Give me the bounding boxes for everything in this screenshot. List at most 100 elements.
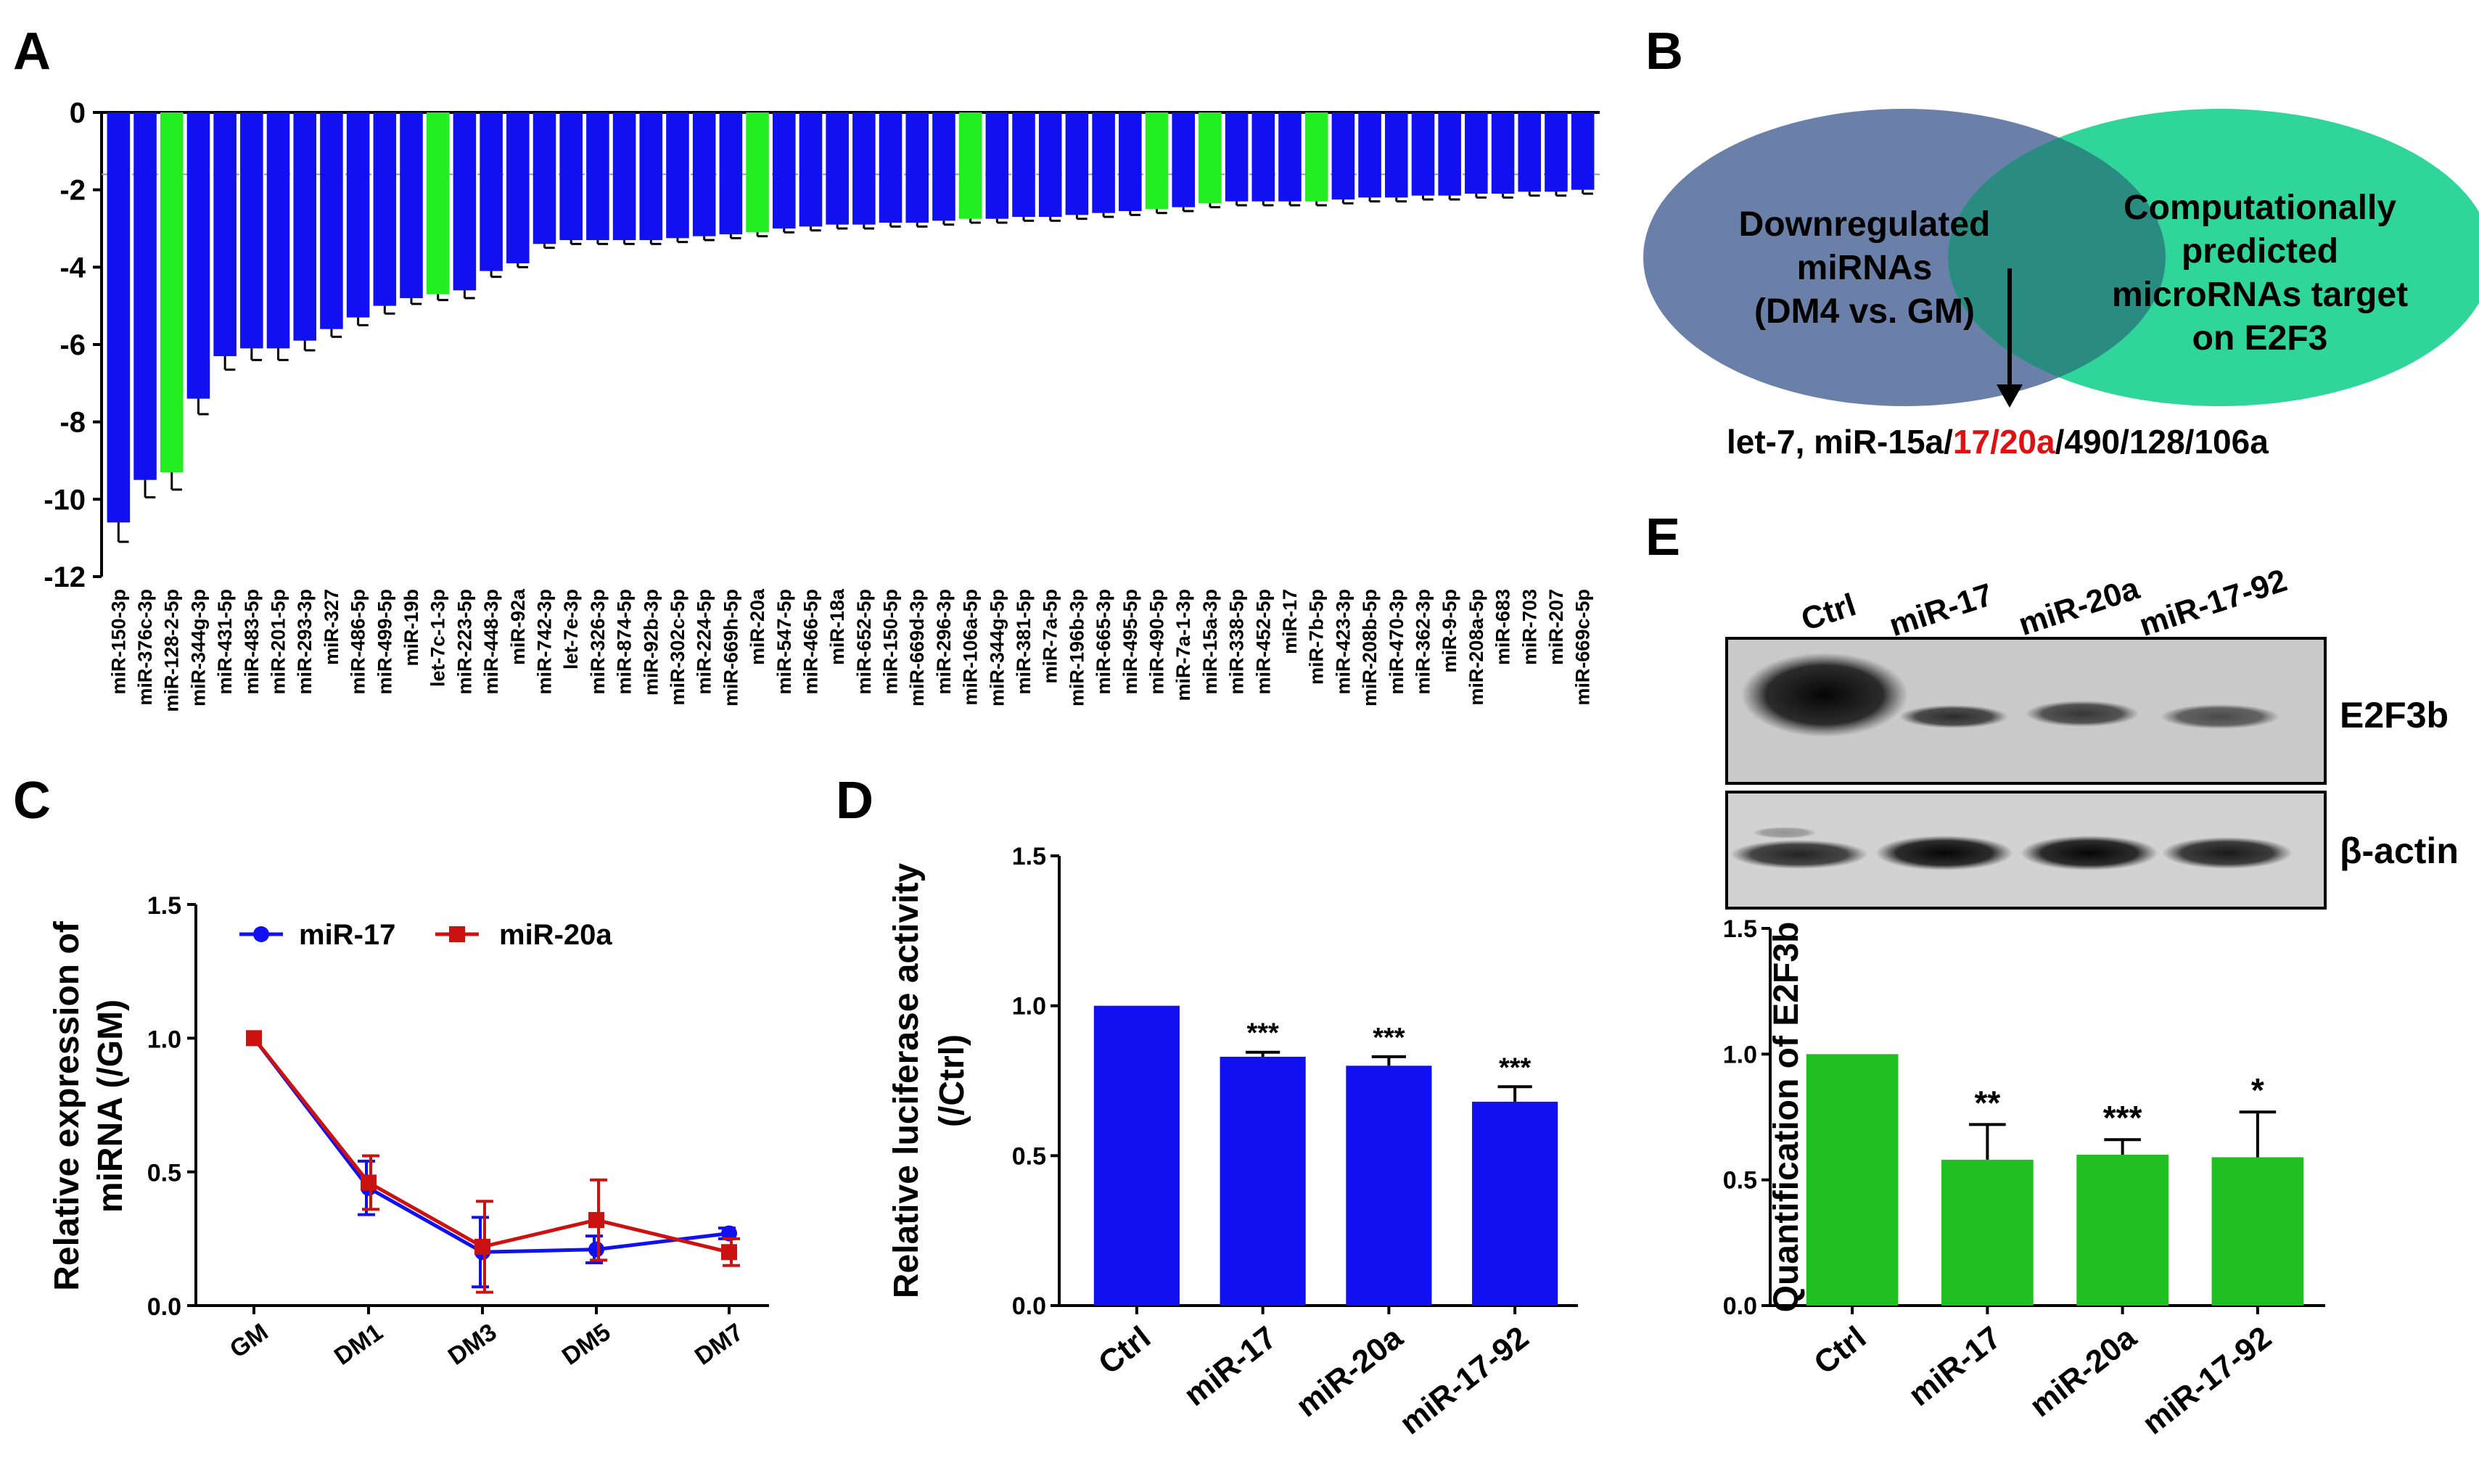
e-significance: **	[1974, 1084, 2000, 1121]
a-bar	[426, 112, 450, 294]
a-bar	[1172, 112, 1195, 207]
a-category-label: miR-547-5p	[773, 589, 795, 695]
a-category-label: miR-362-3p	[1412, 589, 1434, 695]
a-bar	[213, 112, 237, 356]
d-x-tick-label: miR-20a	[1289, 1319, 1409, 1424]
a-category-label: miR-19b	[400, 589, 422, 667]
a-category-label: let-7c-1-3p	[427, 589, 449, 687]
a-category-label: miR-703	[1518, 589, 1540, 665]
blot-e2f3b-band-ctrl	[1741, 653, 1908, 737]
a-bar	[1012, 112, 1035, 217]
c-series-line	[252, 1036, 730, 1254]
c-x-tick-label: GM	[225, 1318, 274, 1364]
a-y-tick-label: -10	[44, 484, 86, 516]
a-bar	[320, 112, 343, 329]
a-bar	[240, 112, 263, 349]
a-category-label: miR-338-5p	[1226, 589, 1248, 695]
venn-left-line-2: miRNAs	[1797, 249, 1933, 287]
a-bar	[958, 112, 982, 219]
a-category-label: miR-381-5p	[1013, 589, 1035, 695]
c-point-mir20a	[474, 1238, 490, 1255]
a-category-label: miR-742-3p	[533, 589, 555, 695]
e-y-label-line-1: Quantification of E2F3b	[1767, 922, 1806, 1313]
venn-right-line-2: predicted	[2182, 232, 2338, 271]
c-y-tick-label: 1.5	[147, 892, 181, 920]
a-bar	[1518, 112, 1542, 192]
a-bar	[879, 112, 903, 223]
venn-result-highlight: 17/20a	[1953, 423, 2055, 461]
d-bar	[1093, 1005, 1180, 1306]
c-y-label-line-1: Relative expression of	[48, 920, 86, 1291]
a-category-label: miR-431-5p	[214, 589, 236, 695]
venn-left-line-3: (DM4 vs. GM)	[1754, 292, 1975, 331]
a-category-label: miR-106a-5p	[960, 589, 982, 706]
panel-label-c: C	[13, 772, 51, 830]
d-x-tick-label: miR-17-92	[1393, 1319, 1535, 1441]
a-bar	[1225, 112, 1249, 202]
e-y-tick-label: 0.0	[1723, 1293, 1757, 1320]
d-bar	[1472, 1101, 1558, 1306]
panel-label-b: B	[1645, 22, 1683, 81]
d-significance: ***	[1499, 1052, 1532, 1083]
e-y-tick-label: 1.0	[1723, 1041, 1757, 1068]
c-y-tick-label: 1.0	[147, 1026, 181, 1053]
a-category-label: miR-20a	[747, 588, 768, 665]
blot-actin-band-ctrl-upper	[1752, 827, 1817, 838]
a-bar	[1491, 112, 1515, 194]
a-category-label: miR-669c-5p	[1572, 589, 1594, 706]
a-bar	[480, 112, 503, 271]
a-y-tick-label: -4	[59, 252, 86, 284]
a-category-label: miR-17	[1279, 589, 1301, 654]
a-bar	[772, 112, 796, 228]
a-bar	[666, 112, 689, 239]
a-bar	[1571, 112, 1595, 190]
a-category-label: miR-499-5p	[374, 589, 395, 695]
d-x-tick-label: miR-17	[1177, 1319, 1283, 1413]
panel-e-quantification-chart: 0.0 0.5 1.0 1.5 Ctrl ** miR-17 *** miR-20a * miR-1…	[1723, 915, 2325, 1441]
a-category-label: miR-208a-5p	[1465, 589, 1487, 706]
a-category-label: miR-448-3p	[480, 589, 502, 695]
a-category-label: miR-223-5p	[453, 589, 475, 695]
venn-arrow-head	[1997, 384, 2023, 408]
a-category-label: miR-196b-3p	[1066, 589, 1088, 706]
a-category-label: miR-7a-5p	[1040, 589, 1061, 684]
c-x-tick-label: DM7	[690, 1318, 749, 1370]
a-bar	[1065, 112, 1089, 215]
c-legend-marker-mir20a	[449, 926, 465, 942]
a-category-label: miR-302c-5p	[667, 589, 688, 706]
a-bar	[1038, 112, 1062, 217]
a-category-label: miR-92a	[507, 588, 529, 665]
a-category-label: miR-92b-3p	[640, 589, 662, 696]
d-bar	[1346, 1065, 1432, 1306]
e-x-tick-label: miR-17-92	[2136, 1319, 2278, 1441]
a-category-label: miR-201-5p	[268, 589, 289, 695]
a-bar	[639, 112, 663, 240]
a-category-label: miR-7b-5p	[1306, 589, 1328, 685]
a-category-label: miR-376c-3p	[134, 589, 156, 706]
blot-e2f3b-band-mir1792	[2161, 704, 2279, 729]
panel-c-line-chart: 0.0 0.5 1.0 1.5 GM DM1 DM3 DM5 DM7 Relative expre…	[48, 892, 769, 1371]
d-y-tick-label: 1.5	[1012, 843, 1046, 870]
a-category-label: miR-15a-3p	[1199, 589, 1221, 695]
a-category-label: miR-423-3p	[1332, 589, 1354, 695]
a-y-tick-label: -8	[59, 407, 86, 439]
a-bar	[905, 112, 929, 223]
a-category-label: miR-344g-5p	[986, 589, 1008, 706]
c-y-label-line-2: miRNA (/GM)	[91, 999, 130, 1213]
panel-label-e: E	[1645, 508, 1680, 566]
venn-right-line-4: on E2F3	[2192, 319, 2328, 358]
e-bar	[1806, 1054, 1899, 1306]
a-bar	[186, 112, 210, 399]
a-bar	[932, 112, 955, 221]
a-category-label: miR-344g-3p	[187, 589, 209, 706]
a-category-label: miR-665-3p	[1093, 589, 1114, 695]
a-bar	[1278, 112, 1302, 202]
a-bar	[533, 112, 556, 244]
a-bar	[586, 112, 609, 240]
c-legend-label-mir17: miR-17	[299, 919, 395, 951]
a-category-label: miR-669d-3p	[906, 589, 928, 706]
a-y-tick-label: -6	[59, 329, 86, 361]
a-category-label: miR-486-5p	[348, 589, 369, 695]
e-significance: *	[2251, 1071, 2264, 1109]
